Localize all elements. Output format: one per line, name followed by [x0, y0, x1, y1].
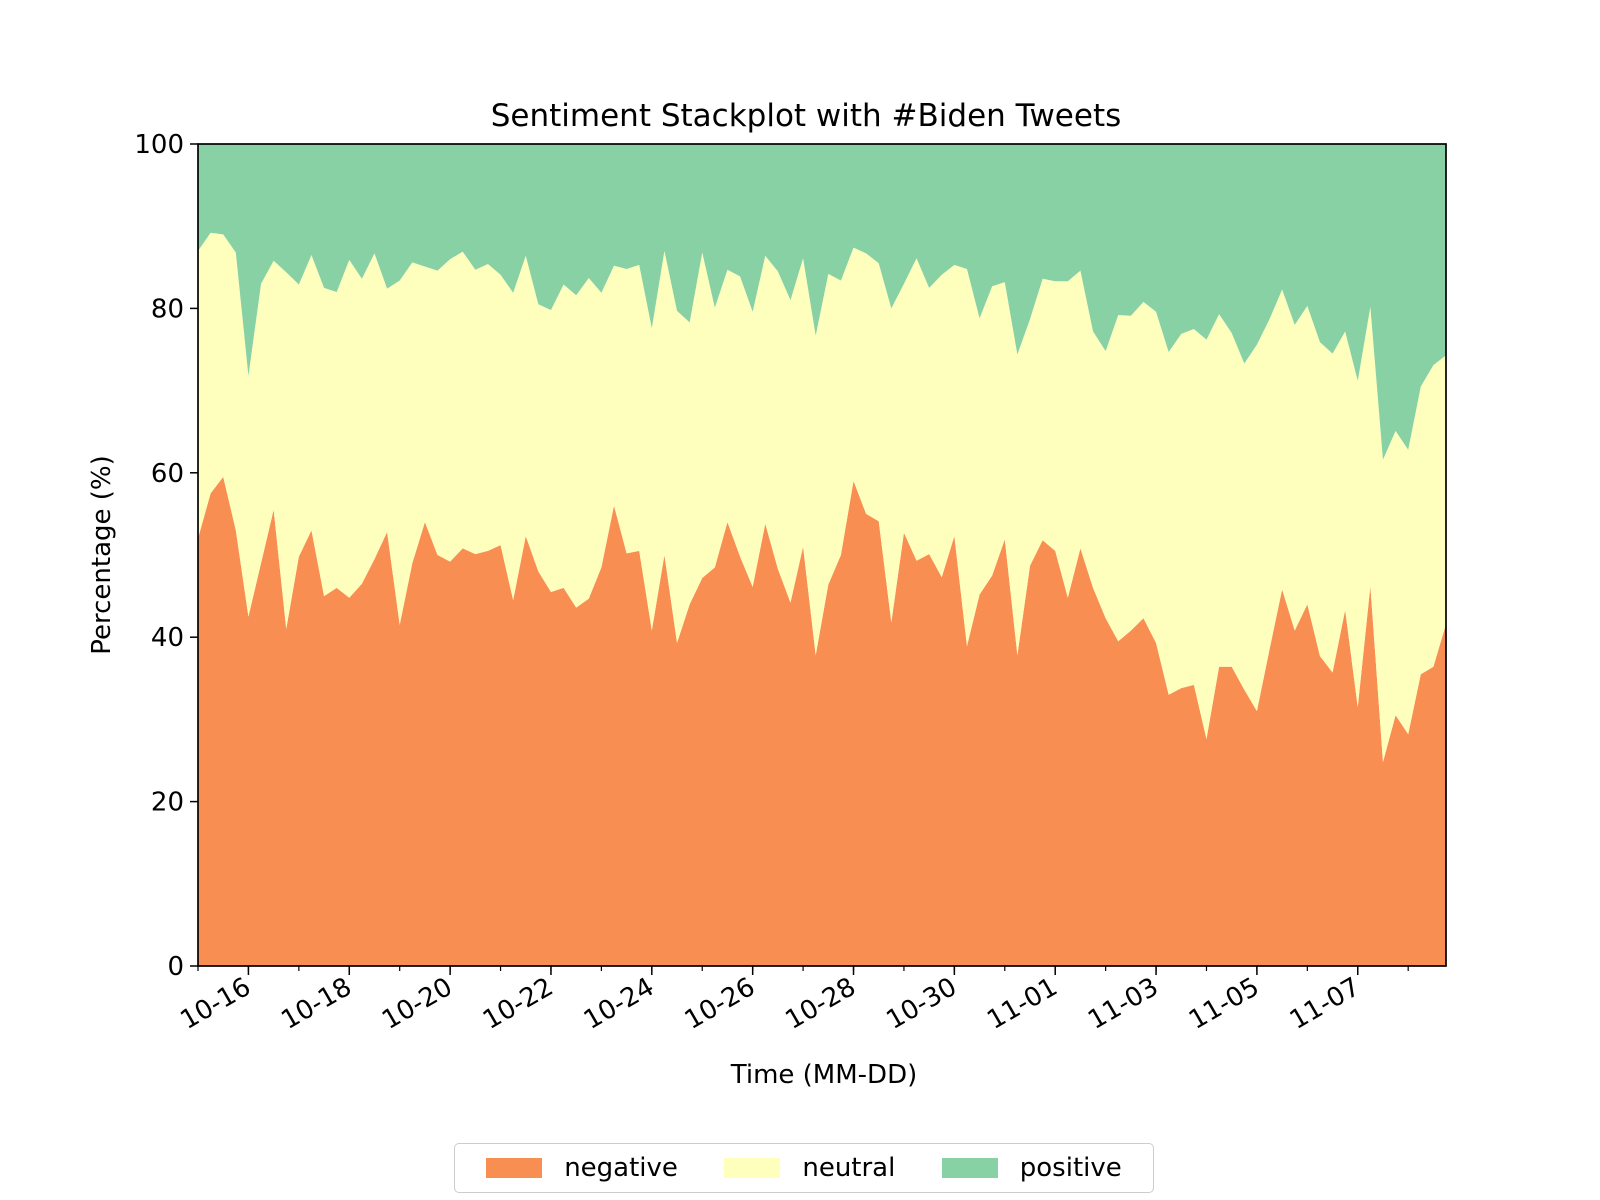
- area-negative: [198, 476, 1446, 966]
- x-tick-label: 10-16: [175, 972, 255, 1036]
- legend-item-positive: positive: [941, 1153, 1122, 1183]
- legend-label-neutral: neutral: [802, 1153, 896, 1183]
- legend: negative neutral positive: [454, 1143, 1154, 1193]
- x-tick-label: 11-07: [1285, 972, 1365, 1036]
- x-tick-label: 10-30: [881, 972, 961, 1036]
- legend-label-positive: positive: [1019, 1153, 1122, 1183]
- y-tick-label: 100: [134, 130, 184, 160]
- x-tick-label: 10-18: [276, 972, 356, 1036]
- chart-title: Sentiment Stackplot with #Biden Tweets: [491, 98, 1122, 134]
- plot-frame: [197, 143, 1447, 967]
- x-tick-label: 11-01: [982, 972, 1062, 1036]
- y-tick-label: 80: [151, 294, 184, 324]
- legend-label-negative: negative: [564, 1153, 678, 1183]
- x-axis: 10-16 10-18 10-20 10-22 10-24 10-26 10-28 10-30…: [175, 966, 1409, 1036]
- legend-item-negative: negative: [486, 1153, 678, 1183]
- x-axis-label: Time (MM-DD): [730, 1060, 917, 1090]
- x-tick-label: 10-20: [377, 972, 457, 1036]
- y-tick-label: 60: [151, 459, 184, 489]
- legend-swatch-positive: [941, 1158, 998, 1178]
- y-tick-label: 0: [167, 952, 184, 982]
- x-tick-label: 11-05: [1184, 972, 1264, 1036]
- x-tick-label: 10-22: [478, 972, 558, 1036]
- stacked-areas: [198, 144, 1446, 966]
- x-tick-label: 10-24: [579, 972, 659, 1036]
- area-positive: [198, 144, 1446, 460]
- y-axis-label: Percentage (%): [87, 455, 117, 655]
- legend-item-neutral: neutral: [724, 1153, 895, 1183]
- x-tick-label: 11-03: [1083, 972, 1163, 1036]
- y-tick-label: 40: [151, 623, 184, 653]
- legend-swatch-neutral: [724, 1158, 781, 1178]
- x-tick-label: 10-26: [680, 972, 760, 1036]
- area-neutral: [198, 232, 1446, 763]
- legend-swatch-negative: [486, 1158, 543, 1178]
- y-axis: 0 20 40 60 80 100: [134, 130, 198, 982]
- x-tick-label: 10-28: [781, 972, 861, 1036]
- y-tick-label: 20: [151, 788, 184, 818]
